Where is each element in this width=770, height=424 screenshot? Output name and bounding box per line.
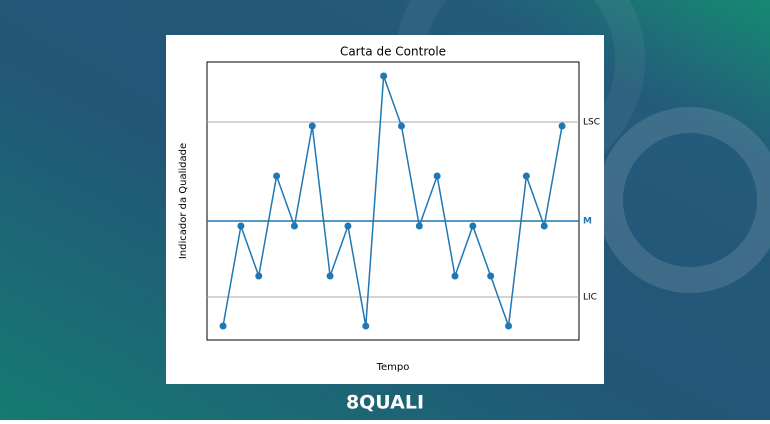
data-point [308, 122, 316, 130]
x-axis-label: Tempo [376, 362, 410, 373]
reference-label: M [583, 217, 592, 227]
data-point [469, 222, 477, 230]
data-point [237, 222, 245, 230]
chart-title: Carta de Controle [340, 45, 446, 59]
data-point [344, 222, 352, 230]
data-point [558, 122, 566, 130]
data-point [433, 172, 441, 180]
data-point [540, 222, 548, 230]
data-point [219, 322, 227, 330]
reference-label: LIC [583, 293, 597, 303]
data-line [222, 75, 563, 327]
data-point [255, 272, 263, 280]
data-point [505, 322, 513, 330]
data-point [326, 272, 334, 280]
data-point [380, 72, 388, 80]
data-point [362, 322, 370, 330]
y-axis-label: Indicador da Qualidade [178, 143, 189, 259]
data-point [290, 222, 298, 230]
plot-frame [206, 61, 580, 341]
data-point [415, 222, 423, 230]
reference-label: LSC [583, 118, 600, 128]
chart-card [166, 35, 604, 384]
data-point [487, 272, 495, 280]
data-point [522, 172, 530, 180]
data-point [451, 272, 459, 280]
decor [597, 107, 770, 293]
data-point [273, 172, 281, 180]
brand-logo: 8QUALI [346, 392, 424, 414]
data-point [397, 122, 405, 130]
